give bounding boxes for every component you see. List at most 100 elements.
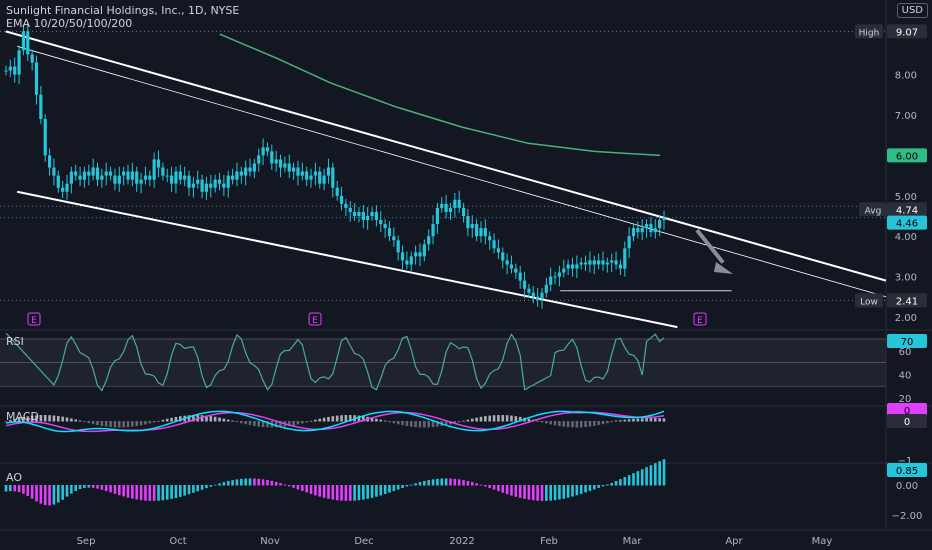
candle-body xyxy=(252,163,256,172)
macd-histogram-bar xyxy=(566,421,570,428)
ao-bar xyxy=(492,485,496,490)
macd-histogram-bar xyxy=(266,421,269,428)
ao-bar xyxy=(588,485,592,491)
time-axis-label: Mar xyxy=(623,536,643,547)
candle-body xyxy=(658,220,662,229)
ao-bar xyxy=(418,482,422,486)
ao-bar xyxy=(65,485,69,497)
ao-bar xyxy=(610,483,614,486)
ao-bar xyxy=(9,485,12,492)
ao-bar xyxy=(261,479,265,486)
ao-bar xyxy=(135,485,139,500)
candle-body xyxy=(331,167,335,188)
ao-bar xyxy=(131,485,134,499)
macd-histogram-bar xyxy=(104,421,108,427)
macd-histogram-bar xyxy=(549,421,553,425)
macd-histogram-bar xyxy=(139,421,143,426)
candle-body xyxy=(283,163,287,168)
candle-body xyxy=(135,171,139,184)
earnings-marker xyxy=(27,312,41,326)
ao-bar xyxy=(152,485,156,501)
macd-value-tag-bg xyxy=(887,403,927,417)
candle-body xyxy=(47,155,52,168)
candle-body xyxy=(636,228,640,233)
candle-body xyxy=(605,262,609,265)
macd-histogram-bar xyxy=(418,421,422,428)
macd-histogram-bar xyxy=(152,421,156,423)
ao-bar xyxy=(501,485,505,493)
ao-bar xyxy=(510,485,513,496)
ao-bar xyxy=(427,480,430,486)
macd-histogram-bar xyxy=(305,421,308,423)
high-label: High xyxy=(859,28,880,38)
candle-body xyxy=(74,171,78,176)
macd-histogram-bar xyxy=(627,419,631,422)
ao-bar xyxy=(83,485,86,488)
candle-body xyxy=(627,236,631,249)
macd-histogram-bar xyxy=(540,421,544,423)
ema-price-tag-bg xyxy=(887,148,927,163)
ao-bar xyxy=(257,478,261,486)
candle-body xyxy=(431,224,435,237)
candle-body xyxy=(435,207,440,225)
ao-bar xyxy=(213,484,217,486)
macd-histogram-bar xyxy=(244,421,247,425)
macd-histogram-bar xyxy=(375,418,378,422)
macd-histogram-bar xyxy=(623,419,627,422)
macd-histogram-bar xyxy=(592,421,596,426)
ao-bar xyxy=(523,485,526,499)
macd-histogram-bar xyxy=(52,415,56,422)
ao-bar xyxy=(187,485,191,495)
candle-body xyxy=(531,292,535,297)
candle-body xyxy=(139,179,143,184)
candle-body xyxy=(287,163,291,172)
candle-body xyxy=(204,183,209,192)
candle-body xyxy=(549,276,553,285)
macd-pane-label: MACD xyxy=(6,410,39,423)
ao-bar xyxy=(331,485,335,500)
candle-body xyxy=(278,159,283,168)
ao-bar xyxy=(636,471,640,486)
ao-bar xyxy=(488,485,491,489)
ao-bar xyxy=(296,485,300,490)
ao-bar xyxy=(601,485,605,487)
ao-bar xyxy=(640,469,644,486)
candle-body xyxy=(248,167,252,172)
ao-bar xyxy=(174,485,178,498)
ao-bar xyxy=(375,485,378,497)
ao-bar xyxy=(218,483,221,486)
macd-histogram-bar xyxy=(588,421,592,427)
indicator-legend: EMA 10/20/50/100/200 xyxy=(6,17,133,30)
macd-histogram-bar xyxy=(65,417,69,422)
candle-body xyxy=(505,260,509,265)
candle-body xyxy=(592,260,596,265)
ao-bar xyxy=(244,478,247,486)
macd-histogram-bar xyxy=(340,415,343,422)
candle-body xyxy=(488,236,492,241)
candle-body xyxy=(348,207,352,212)
candle-body xyxy=(392,236,396,241)
candle-body xyxy=(475,224,479,237)
candle-body xyxy=(557,272,562,277)
candle-body xyxy=(614,260,618,265)
candle-body xyxy=(322,175,326,184)
currency-badge[interactable]: USD xyxy=(896,3,928,18)
macd-histogram-bar xyxy=(13,418,17,422)
macd-histogram-bar xyxy=(148,421,152,424)
candle-body xyxy=(610,260,614,263)
ao-bar xyxy=(370,485,374,498)
macd-histogram-bar xyxy=(614,420,618,422)
ao-bar xyxy=(545,485,548,501)
rsi-line xyxy=(5,332,665,392)
macd-histogram-bar xyxy=(348,415,352,422)
candle-body xyxy=(400,252,405,261)
ao-bar xyxy=(248,478,252,486)
ao-bar xyxy=(96,485,99,489)
ao-bar xyxy=(409,484,413,486)
candle-body xyxy=(518,272,522,281)
candle-body xyxy=(357,211,361,216)
ao-bar xyxy=(584,485,587,493)
ao-bar xyxy=(645,467,648,486)
ao-bar xyxy=(562,485,566,499)
